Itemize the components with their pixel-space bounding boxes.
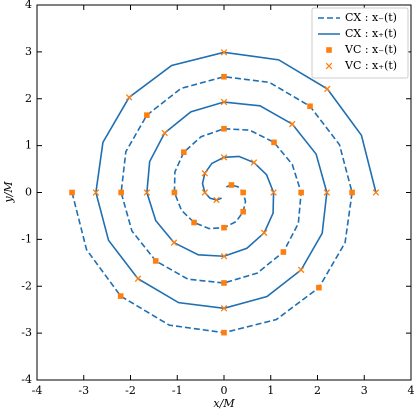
x-tick-label: 4	[408, 384, 415, 397]
y-tick-label: 2	[25, 92, 32, 105]
legend-label: CX : x₊(t)	[345, 27, 397, 40]
marker-square	[228, 182, 235, 188]
x-tick-label: 3	[361, 384, 368, 397]
plot-frame	[36, 4, 412, 381]
marker-square	[280, 249, 287, 255]
marker-x	[220, 98, 228, 106]
marker-square	[69, 189, 75, 196]
x-tick-label: 2	[314, 384, 321, 397]
y-tick-label: 4	[25, 0, 32, 11]
marker-square	[221, 224, 227, 231]
marker-square	[117, 293, 124, 299]
legend-box	[311, 7, 409, 79]
legend-label: VC : x₋(t)	[344, 43, 397, 56]
x-tick-label: -4	[32, 384, 43, 397]
marker-x	[297, 266, 305, 274]
y-tick-label: -3	[21, 326, 32, 339]
y-tick-label: -1	[21, 232, 32, 245]
marker-x	[372, 189, 380, 196]
marker-x	[323, 189, 331, 196]
marker-square	[191, 219, 197, 226]
series-line	[71, 75, 353, 334]
marker-square	[221, 73, 227, 80]
marker-x	[325, 62, 333, 70]
marker-square	[221, 280, 227, 286]
legend-label: VC : x₊(t)	[344, 59, 397, 72]
series-line	[95, 51, 377, 310]
y-tick-label: -4	[21, 373, 32, 386]
legend: CX : x₋(t) CX : x₊(t) VC : x₋(t) VC : x₊(t)	[311, 7, 409, 79]
marker-square	[171, 189, 178, 196]
x-tick-label: -3	[78, 384, 89, 397]
marker-x	[220, 305, 228, 312]
marker-x	[324, 85, 331, 93]
marker-square	[307, 103, 313, 110]
marker-square	[144, 112, 150, 118]
marker-square	[118, 189, 124, 196]
marker-x	[92, 189, 100, 196]
marker-x	[220, 252, 228, 260]
marker-square	[180, 149, 187, 155]
y-tick-label: 1	[25, 139, 32, 152]
marker-x	[161, 129, 168, 137]
marker-x	[201, 189, 209, 196]
marker-square	[271, 139, 277, 146]
marker-x	[220, 49, 228, 56]
marker-square	[152, 258, 159, 264]
marker-square	[240, 208, 246, 215]
x-tick-label: -1	[172, 384, 183, 397]
y-tick-label: 0	[25, 186, 32, 199]
x-axis-label: x/M	[213, 397, 235, 410]
marker-x	[220, 154, 228, 161]
marker-x	[134, 275, 142, 283]
marker-x	[143, 189, 151, 196]
x-tick-label: 0	[221, 384, 228, 397]
marker-square	[349, 189, 355, 196]
y-tick-label: -2	[21, 279, 32, 292]
marker-x	[250, 159, 258, 166]
marker-x	[288, 120, 296, 128]
marker-square	[326, 47, 332, 53]
marker-square	[316, 284, 322, 291]
x-tick-label: -2	[125, 384, 136, 397]
y-tick-label: 3	[25, 45, 32, 58]
marker-square	[221, 125, 227, 132]
marker-x	[260, 229, 268, 237]
marker-x	[125, 94, 133, 101]
marker-x	[213, 196, 220, 204]
marker-square	[221, 329, 227, 336]
y-axis-label: y/M	[2, 181, 15, 204]
marker-x	[270, 189, 277, 196]
marker-x	[201, 170, 209, 177]
marker-square	[298, 189, 304, 196]
marker-x	[170, 239, 178, 246]
legend-label: CX : x₋(t)	[345, 11, 397, 24]
marker-square	[240, 189, 246, 196]
x-tick-label: 1	[267, 384, 274, 397]
